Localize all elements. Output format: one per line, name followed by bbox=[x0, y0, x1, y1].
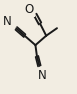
Text: N: N bbox=[38, 69, 47, 82]
Text: O: O bbox=[25, 3, 34, 16]
Text: N: N bbox=[3, 15, 12, 28]
